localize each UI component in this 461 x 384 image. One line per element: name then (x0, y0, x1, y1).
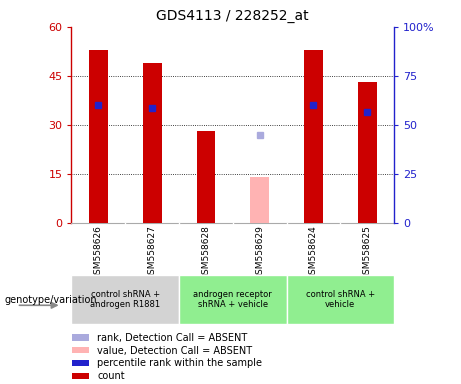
Bar (179, 275, 287, 324)
Text: control shRNA +
vehicle: control shRNA + vehicle (306, 290, 375, 309)
Bar (71, 347, 89, 353)
Bar (250, 177, 269, 223)
Text: percentile rank within the sample: percentile rank within the sample (97, 358, 262, 368)
Bar (304, 50, 323, 223)
Bar (287, 275, 394, 324)
Bar (71, 373, 89, 379)
Text: GSM558624: GSM558624 (309, 225, 318, 280)
Text: GSM558625: GSM558625 (363, 225, 372, 280)
Text: GSM558629: GSM558629 (255, 225, 264, 280)
Bar (196, 131, 215, 223)
Bar (71, 360, 89, 366)
Text: GSM558626: GSM558626 (94, 225, 103, 280)
Text: GSM558628: GSM558628 (201, 225, 210, 280)
Text: androgen receptor
shRNA + vehicle: androgen receptor shRNA + vehicle (194, 290, 272, 309)
Bar (89, 50, 108, 223)
Text: count: count (97, 371, 125, 381)
Bar (143, 63, 161, 223)
Bar (71, 334, 89, 341)
Text: control shRNA +
androgen R1881: control shRNA + androgen R1881 (90, 290, 160, 309)
Text: rank, Detection Call = ABSENT: rank, Detection Call = ABSENT (97, 333, 248, 343)
Text: genotype/variation: genotype/variation (5, 295, 97, 305)
Text: value, Detection Call = ABSENT: value, Detection Call = ABSENT (97, 346, 252, 356)
Text: GSM558627: GSM558627 (148, 225, 157, 280)
Bar (358, 83, 377, 223)
Title: GDS4113 / 228252_at: GDS4113 / 228252_at (156, 9, 309, 23)
Bar (71, 275, 179, 324)
